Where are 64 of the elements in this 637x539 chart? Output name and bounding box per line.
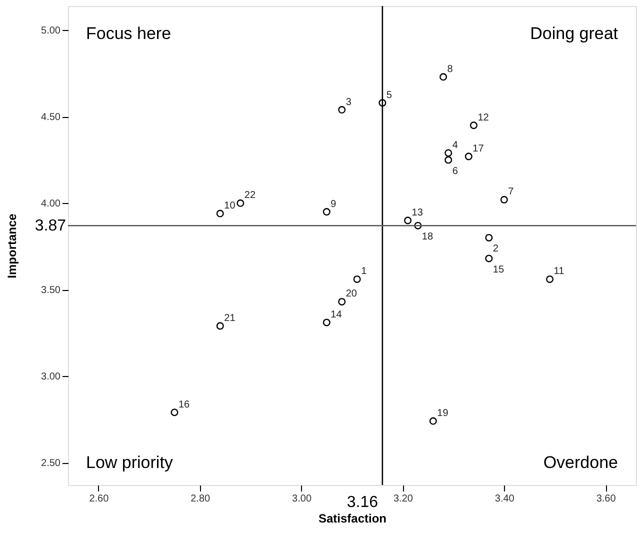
y-tick-label: 3.50	[41, 285, 61, 296]
point	[500, 196, 508, 204]
x-tick-label: 2.60	[89, 494, 110, 504]
point	[464, 152, 472, 160]
annotation: 16	[178, 399, 190, 410]
x-axis-title: Satisfaction	[318, 512, 387, 526]
annotation: 15	[492, 264, 504, 276]
point	[444, 149, 452, 157]
annotation: 4	[452, 140, 458, 151]
y-tick-label: 2.50	[41, 458, 61, 470]
x-tick-label: 3.00	[292, 494, 312, 504]
x-tick-label: 2.80	[190, 494, 211, 504]
annotation: Low priority	[86, 453, 174, 472]
point	[236, 199, 244, 207]
ref-line-label: 3.87	[34, 218, 66, 235]
point	[440, 73, 448, 81]
point	[338, 106, 346, 114]
point	[216, 322, 224, 330]
annotation: Doing great	[530, 24, 618, 43]
point	[170, 408, 178, 416]
annotation: 13	[412, 207, 424, 218]
annotation: 10	[224, 200, 236, 212]
annotation: 1	[361, 266, 368, 278]
annotation: 3	[346, 96, 352, 108]
x-tick-label: 3.40	[494, 494, 515, 504]
y-tick-label: 4.00	[41, 198, 61, 210]
annotation: Focus here	[86, 24, 172, 43]
annotation: 8	[447, 64, 454, 75]
annotation: 20	[346, 288, 358, 300]
point	[470, 122, 478, 130]
y-tick-label: 4.50	[41, 112, 61, 124]
annotation: 6	[452, 166, 458, 177]
annotation: 12	[478, 112, 490, 124]
annotation: 11	[554, 266, 565, 278]
point	[485, 254, 493, 262]
annotation: 7	[508, 186, 514, 198]
annotation: 18	[422, 232, 434, 243]
point	[378, 99, 386, 107]
annotation: Overdone	[543, 453, 618, 472]
point	[322, 208, 330, 216]
y-tick-label: 5.00	[41, 26, 61, 37]
x-tick-label: 3.60	[596, 494, 616, 504]
point	[216, 210, 224, 218]
annotation: 17	[472, 143, 484, 154]
point	[353, 275, 361, 283]
y-axis-title: Importance	[5, 213, 20, 278]
x-tick-label: 3.20	[393, 494, 414, 504]
point	[444, 156, 452, 164]
point	[414, 222, 422, 230]
point	[338, 298, 346, 306]
point	[322, 318, 330, 326]
point	[546, 275, 554, 283]
annotation: 5	[386, 90, 392, 101]
annotation: 9	[330, 198, 337, 210]
annotation: 21	[224, 312, 236, 324]
ref-line-label: 3.16	[346, 494, 378, 511]
annotation: 19	[437, 408, 449, 420]
annotation: 14	[330, 309, 342, 320]
y-tick-label: 3.00	[41, 372, 61, 383]
annotation: 2	[492, 244, 499, 255]
annotation: 22	[244, 190, 256, 202]
point	[404, 216, 412, 224]
point	[485, 234, 493, 242]
point	[429, 417, 437, 425]
